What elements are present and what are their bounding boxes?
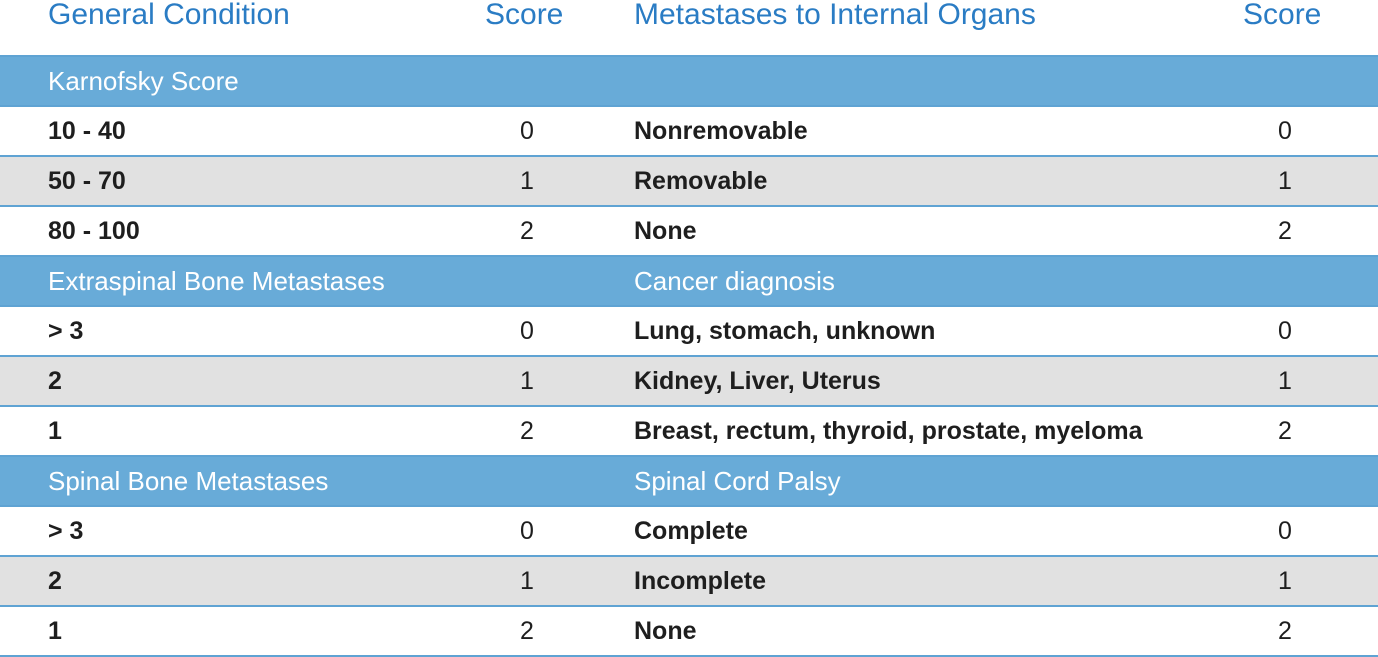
score: 1 (1278, 567, 1292, 595)
section-title: Spinal Bone Metastases (48, 466, 329, 496)
criterion: 50 - 70 (48, 167, 126, 195)
score: 1 (1278, 367, 1292, 395)
table-row: 2 1 Incomplete 1 (0, 555, 1378, 605)
section-header: Spinal Bone Metastases Spinal Cord Palsy (0, 455, 1378, 505)
column-header: General Condition (48, 0, 290, 31)
criterion: Lung, stomach, unknown (634, 317, 936, 345)
table-row: 2 1 Kidney, Liver, Uterus 1 (0, 355, 1378, 405)
criterion: 10 - 40 (48, 117, 126, 145)
section-title: Cancer diagnosis (634, 266, 835, 296)
table-row: 1 2 Breast, rectum, thyroid, prostate, mye… (0, 405, 1378, 455)
score: 2 (1278, 617, 1292, 645)
table-row: 80 - 100 2 None 2 (0, 205, 1378, 255)
column-header: Metastases to Internal Organs (634, 0, 1036, 31)
score: 1 (520, 167, 534, 195)
section-title: Karnofsky Score (48, 66, 239, 96)
criterion: Breast, rectum, thyroid, prostate, myelo… (634, 417, 1143, 445)
score: 2 (1278, 217, 1292, 245)
score: 1 (1278, 167, 1292, 195)
criterion: 1 (48, 617, 62, 645)
criterion: 2 (48, 567, 62, 595)
criterion: Kidney, Liver, Uterus (634, 367, 881, 395)
table-row: > 3 0 Lung, stomach, unknown 0 (0, 305, 1378, 355)
criterion: > 3 (48, 317, 84, 345)
criterion: > 3 (48, 517, 84, 545)
criterion: Incomplete (634, 567, 766, 595)
criterion: None (634, 217, 697, 245)
score: 0 (520, 317, 534, 345)
score: 2 (520, 417, 534, 445)
criterion: 1 (48, 417, 62, 445)
table-row: 50 - 70 1 Removable 1 (0, 155, 1378, 205)
section-header: Karnofsky Score (0, 55, 1378, 105)
bottom-rule (0, 655, 1378, 657)
score: 2 (520, 617, 534, 645)
score: 1 (520, 367, 534, 395)
section-title: Spinal Cord Palsy (634, 466, 841, 496)
table-row: 10 - 40 0 Nonremovable 0 (0, 105, 1378, 155)
score: 0 (1278, 517, 1292, 545)
score: 1 (520, 567, 534, 595)
criterion: Nonremovable (634, 117, 808, 145)
column-header: Score (1243, 0, 1322, 31)
table-row: > 3 0 Complete 0 (0, 505, 1378, 555)
score: 2 (1278, 417, 1292, 445)
criterion: None (634, 617, 697, 645)
score: 0 (1278, 117, 1292, 145)
section-title: Extraspinal Bone Metastases (48, 266, 385, 296)
score: 2 (520, 217, 534, 245)
criterion: 80 - 100 (48, 217, 140, 245)
criterion: 2 (48, 367, 62, 395)
column-header: Score (485, 0, 564, 31)
score: 0 (520, 517, 534, 545)
table-row: 1 2 None 2 (0, 605, 1378, 655)
score: 0 (1278, 317, 1292, 345)
score: 0 (520, 117, 534, 145)
criterion: Complete (634, 517, 748, 545)
criterion: Removable (634, 167, 768, 195)
section-header: Extraspinal Bone Metastases Cancer diagno… (0, 255, 1378, 305)
